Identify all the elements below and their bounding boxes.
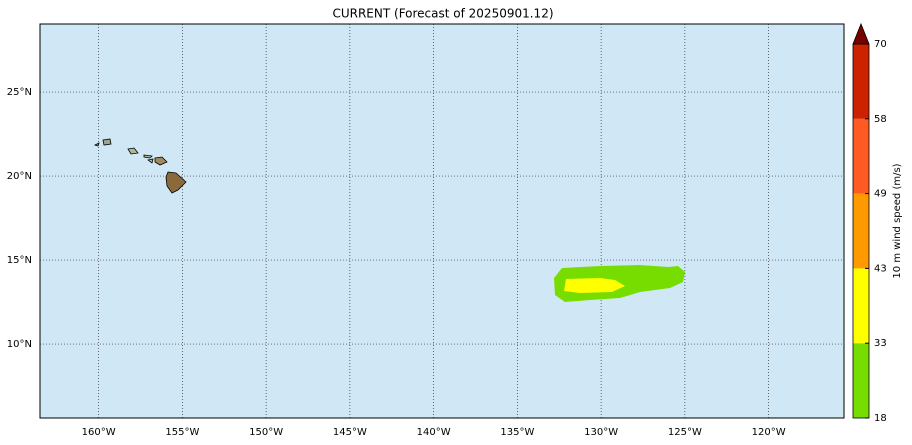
x-tick-label: 125°W (668, 427, 702, 438)
colorbar-tick-label: 70 (874, 39, 887, 50)
wind-swath (554, 265, 685, 302)
colorbar-segment (853, 343, 869, 418)
y-tick-label: 10°N (7, 339, 32, 350)
colorbar-segment (853, 44, 869, 119)
x-tick-label: 145°W (333, 427, 367, 438)
x-tick-label: 160°W (82, 427, 116, 438)
colorbar-tick-label: 33 (874, 338, 887, 349)
colorbar-segment (853, 118, 869, 194)
y-tick-label: 20°N (7, 171, 32, 182)
x-tick-label: 130°W (584, 427, 618, 438)
colorbar-tick-label: 43 (874, 263, 887, 274)
x-tick-label: 120°W (752, 427, 786, 438)
colorbar-segment (853, 193, 869, 269)
colorbar-tick-label: 49 (874, 189, 887, 200)
x-tick-label: 140°W (417, 427, 451, 438)
y-tick-label: 15°N (7, 255, 32, 266)
colorbar-tick-label: 58 (874, 114, 887, 125)
x-tick-label: 155°W (165, 427, 199, 438)
map-title: CURRENT (Forecast of 20250901.12) (332, 7, 553, 21)
x-tick-label: 150°W (249, 427, 283, 438)
map-frame (39, 23, 845, 419)
x-tick-label: 135°W (500, 427, 534, 438)
colorbar-extension (852, 22, 870, 45)
colorbar-segment (853, 268, 869, 344)
hawaii-islands (93, 138, 187, 194)
colorbar-label: 10 m wind speed (m/s) (892, 163, 903, 278)
colorbar-tick-label: 18 (874, 413, 887, 424)
colorbar-frame (852, 43, 870, 419)
y-tick-label: 25°N (7, 87, 32, 98)
ocean (40, 24, 844, 418)
